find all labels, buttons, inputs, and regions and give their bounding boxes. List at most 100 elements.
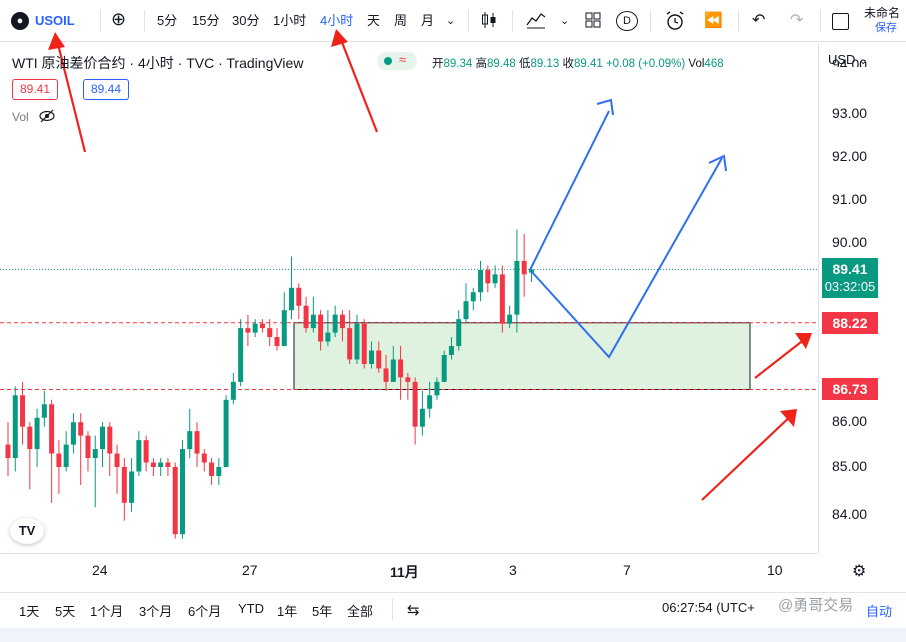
candle-body <box>165 462 171 467</box>
range-5d[interactable]: 5天 <box>55 604 76 619</box>
last-price-value: 89.41 <box>832 261 868 277</box>
range-1m[interactable]: 1个月 <box>90 604 124 619</box>
volume-label: Vol <box>688 58 705 70</box>
clock-timezone[interactable]: 06:27:54 (UTC+ <box>662 600 755 615</box>
candle-body <box>194 431 200 454</box>
annotation-arrowhead <box>780 409 797 427</box>
save-button[interactable]: 保存 <box>875 22 897 34</box>
range-6m[interactable]: 6个月 <box>188 604 222 619</box>
candle-body <box>143 440 149 463</box>
date-range-icon[interactable]: ⇆ <box>407 602 420 619</box>
symbol-search-button[interactable]: USOIL <box>35 13 75 28</box>
price-tick: 94.00 <box>832 56 868 67</box>
volume-indicator-label[interactable]: Vol <box>12 110 29 124</box>
candle-body <box>187 431 193 450</box>
candle-body <box>209 462 215 476</box>
price-tick: 84.00 <box>832 506 868 522</box>
alarm-clock-icon[interactable] <box>664 11 686 31</box>
range-5y[interactable]: 5年 <box>312 604 333 619</box>
add-compare-icon[interactable]: ⊕ <box>111 9 127 29</box>
candle-body <box>158 462 164 467</box>
candle-body <box>405 377 411 382</box>
candle-body <box>318 314 324 342</box>
wave-icon: ≈ <box>399 52 407 67</box>
timeframe-15m[interactable]: 15分 <box>192 13 220 28</box>
last-price-label: 89.41 03:32:05 <box>822 258 878 298</box>
candle-body <box>230 381 236 400</box>
chevron-down-icon[interactable]: ⌄ <box>446 15 456 27</box>
range-1d[interactable]: 1天 <box>19 604 40 619</box>
candles-icon[interactable] <box>480 11 498 31</box>
time-tick: 3 <box>509 562 517 578</box>
tradingview-logo-icon[interactable]: TV <box>10 518 44 544</box>
candle-body <box>63 444 69 467</box>
buy-price-button[interactable]: 89.44 <box>83 79 129 100</box>
candle-body <box>56 453 62 467</box>
timeframe-30m[interactable]: 30分 <box>232 13 260 28</box>
candle-body <box>325 332 331 342</box>
chart-canvas[interactable] <box>0 0 818 553</box>
currency-label: USD <box>828 52 856 67</box>
annotation-arrow <box>754 334 811 379</box>
price-tick: 92.00 <box>832 148 868 164</box>
timeframe-5m[interactable]: 5分 <box>157 13 178 28</box>
candle-body <box>514 260 520 315</box>
price-tick: 90.00 <box>832 234 868 250</box>
sell-price-button[interactable]: 89.41 <box>12 79 58 100</box>
ohlc-values: 开89.34 高89.48 低89.13 收89.41 +0.08 (+0.09… <box>432 55 724 71</box>
candle-body <box>376 350 382 369</box>
range-1y[interactable]: 1年 <box>277 604 298 619</box>
candle-body <box>441 355 447 382</box>
eye-crossed-icon[interactable] <box>38 108 56 124</box>
undo-icon[interactable]: ↶ <box>752 12 766 29</box>
low-value: 89.13 <box>530 58 560 70</box>
timeframe-1w[interactable]: 周 <box>394 13 408 28</box>
chevron-down-icon[interactable]: ⌄ <box>560 15 570 27</box>
candle-body <box>289 287 295 311</box>
candle-body <box>427 395 433 409</box>
candle-body <box>274 337 280 347</box>
timeframe-1mo[interactable]: 月 <box>421 13 435 28</box>
indicators-icon[interactable] <box>526 11 546 31</box>
layout-name[interactable]: 未命名 <box>864 6 901 20</box>
toolbar-divider <box>512 10 513 32</box>
layout-grid-icon[interactable] <box>584 11 602 31</box>
candle-body <box>310 314 316 329</box>
projection-arrowhead <box>596 98 614 116</box>
candle-body <box>448 346 454 355</box>
layout-select-icon[interactable] <box>832 13 849 30</box>
projection-arrowhead <box>708 154 727 172</box>
candle-body <box>507 314 513 324</box>
timeframe-1h[interactable]: 1小时 <box>273 13 307 28</box>
gear-icon[interactable]: ⚙ <box>852 563 867 580</box>
candle-body <box>259 323 265 329</box>
candle-body <box>245 328 251 333</box>
range-ytd[interactable]: YTD <box>238 601 264 616</box>
timeframe-4h[interactable]: 4小时 <box>320 13 354 28</box>
candle-body <box>172 467 178 535</box>
auto-scale-toggle[interactable]: 自动 <box>866 604 893 619</box>
candle-body <box>121 467 127 503</box>
redo-icon[interactable]: ↷ <box>790 12 804 29</box>
data-window-button[interactable]: D <box>616 11 638 31</box>
range-all[interactable]: 全部 <box>347 604 374 619</box>
candle-body <box>398 359 404 378</box>
candle-body <box>107 426 113 454</box>
price-axis[interactable] <box>818 43 906 553</box>
close-label: 收 <box>562 58 574 70</box>
currency-selector[interactable]: USD ⌄ <box>828 52 867 67</box>
market-status-badge[interactable]: ≈ <box>377 52 417 70</box>
timeframe-1d[interactable]: 天 <box>367 13 381 28</box>
range-3m[interactable]: 3个月 <box>139 604 173 619</box>
replay-icon[interactable]: ⏪ <box>704 12 723 29</box>
candle-body <box>70 422 76 445</box>
annotation-arrowhead <box>331 29 348 47</box>
candle-body <box>85 435 91 459</box>
price-tick: 91.00 <box>832 191 868 207</box>
candle-body <box>136 440 142 472</box>
price-tick: 93.00 <box>832 105 868 121</box>
candle-body <box>354 323 360 360</box>
close-value: 89.41 <box>573 58 603 70</box>
time-axis[interactable] <box>0 553 818 585</box>
time-tick: 24 <box>92 562 108 578</box>
